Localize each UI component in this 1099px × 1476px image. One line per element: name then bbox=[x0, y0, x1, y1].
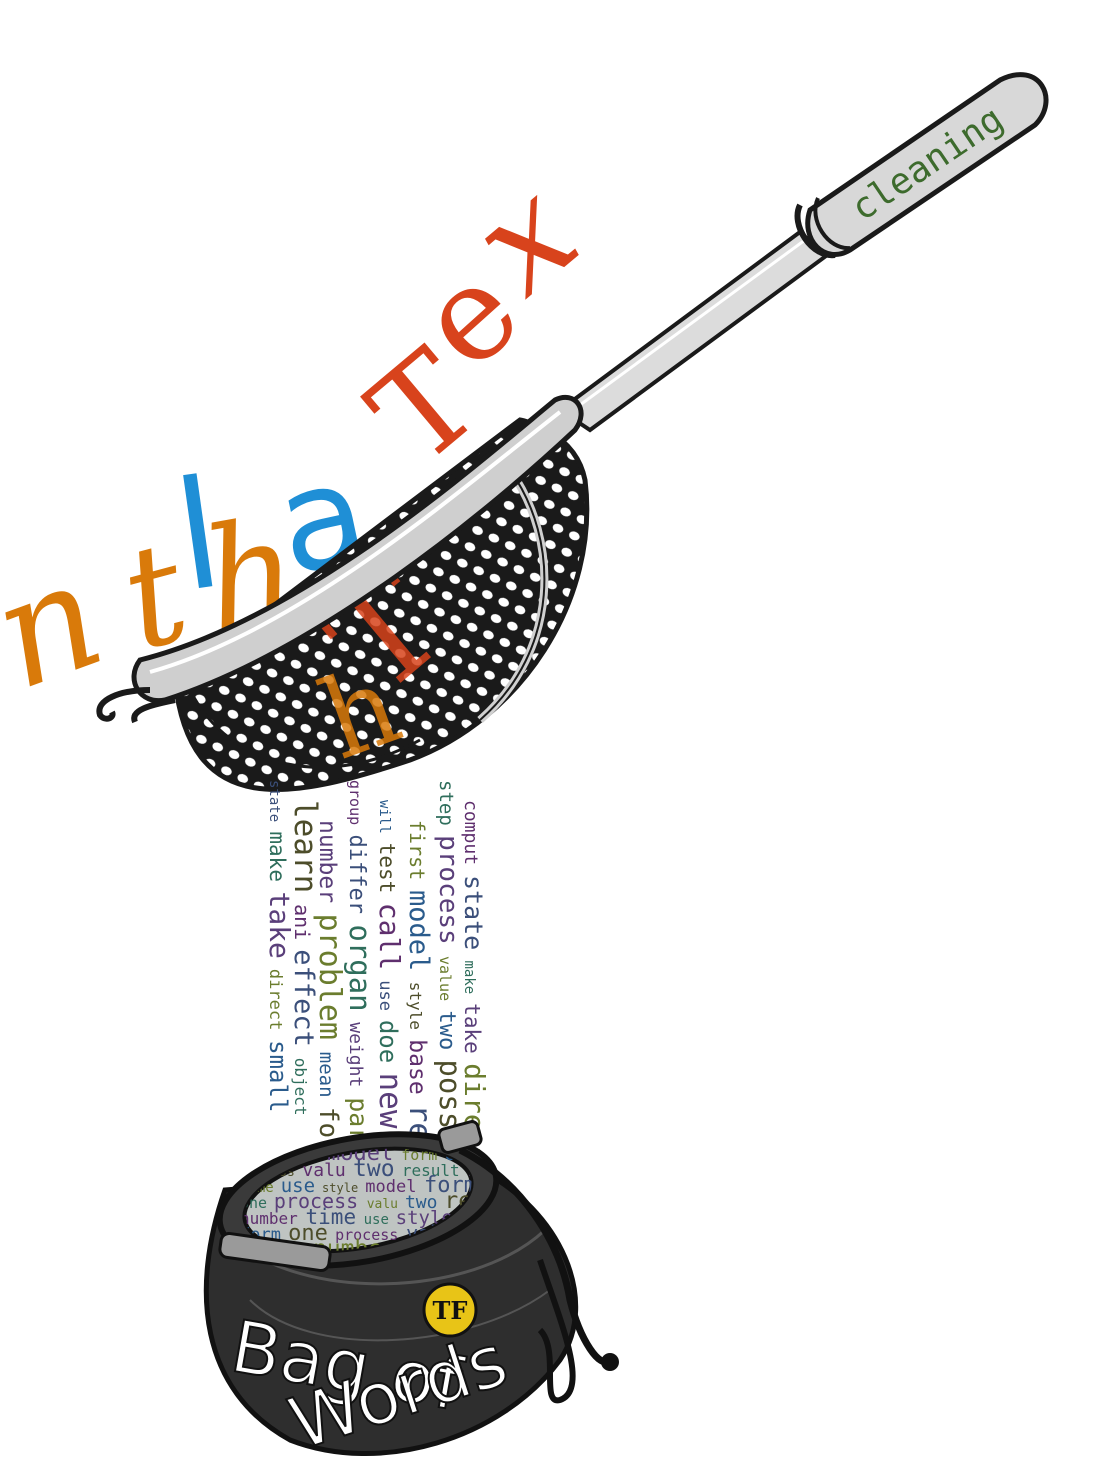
stream-word: effect bbox=[288, 949, 319, 1047]
bag-word: two bbox=[405, 1192, 438, 1213]
stream-word: weight bbox=[345, 1022, 366, 1087]
stream-word: two bbox=[434, 1010, 459, 1050]
stream-word: model bbox=[403, 890, 434, 971]
bag-word: valu bbox=[302, 1160, 345, 1181]
stream-word: organ bbox=[343, 924, 377, 1011]
bag-word: style bbox=[322, 1181, 358, 1195]
stream-word: ani bbox=[290, 904, 314, 940]
strainer-bowl: T h bbox=[96, 394, 590, 792]
strainer-handle: cleaning bbox=[556, 72, 1049, 433]
bag-word: process bbox=[274, 1189, 358, 1213]
stream-word: take bbox=[263, 891, 296, 958]
bag-word: model bbox=[365, 1177, 416, 1197]
stream-word: object bbox=[291, 1058, 310, 1116]
stream-word: direct bbox=[265, 969, 285, 1030]
bag-word: form bbox=[424, 1173, 477, 1198]
bag-word: process bbox=[335, 1226, 398, 1244]
bag-word: time bbox=[306, 1205, 357, 1229]
stream-word: mean bbox=[315, 1052, 337, 1098]
stream-word: process bbox=[433, 835, 463, 945]
bag-word: use bbox=[240, 1149, 262, 1163]
stream-word: value bbox=[436, 956, 454, 1001]
stream-word: group bbox=[346, 780, 364, 825]
stream-word: new bbox=[372, 1073, 408, 1129]
bag-word: valu bbox=[367, 1197, 398, 1212]
stream-word: problem bbox=[312, 914, 347, 1040]
stream-word: differ bbox=[344, 835, 369, 914]
stream-word: test bbox=[375, 843, 399, 894]
stream-word: base bbox=[404, 1039, 430, 1094]
bag-word: two bbox=[353, 1156, 395, 1182]
stream-word: comput bbox=[460, 800, 481, 865]
stream-word: learn bbox=[287, 800, 323, 893]
stream-word: state bbox=[266, 780, 282, 822]
stream-word: step bbox=[435, 780, 457, 826]
stream-word: make bbox=[265, 831, 289, 882]
bag-word: result bbox=[402, 1161, 460, 1180]
handle-label: cleaning bbox=[844, 99, 1011, 230]
bag-word: number bbox=[240, 1209, 298, 1228]
stream-word: take bbox=[460, 1003, 484, 1054]
stream-word: make bbox=[461, 960, 477, 994]
stream-word: small bbox=[264, 1040, 292, 1112]
bag-word: use bbox=[281, 1175, 315, 1197]
stream-word: will bbox=[376, 800, 392, 834]
tf-badge: TF bbox=[433, 1296, 468, 1325]
stream-word: state bbox=[459, 875, 488, 950]
stream-word: style bbox=[406, 982, 425, 1030]
stream-word: call bbox=[373, 903, 406, 970]
bag-word: use bbox=[364, 1212, 389, 1228]
raw-letter-n: n bbox=[0, 527, 123, 724]
stream-word: first bbox=[405, 820, 429, 880]
stream-word: number bbox=[314, 820, 340, 903]
stream-word: doe bbox=[374, 1020, 402, 1063]
word-bag: usestylemodelformoneprocessvalutworesult… bbox=[203, 1120, 619, 1467]
stream-word: use bbox=[375, 980, 395, 1011]
